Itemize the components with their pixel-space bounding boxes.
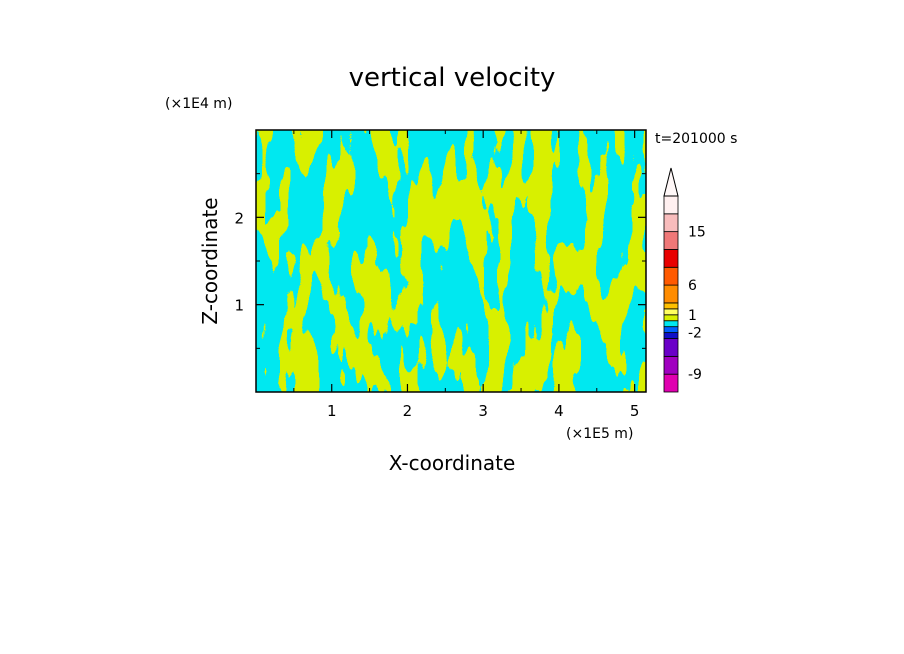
y-axis-label: Z-coordinate [198,197,222,324]
y-tick-label: 1 [234,297,244,315]
colorbar-segment [663,338,679,357]
colorbar-segment [663,332,679,339]
colorbar-label: 6 [688,278,697,294]
x-tick-label: 5 [630,402,640,420]
colorbar-segment [663,302,679,310]
colorbar-segment [663,326,679,334]
x-axis-label: X-coordinate [389,451,516,475]
y-axis: 12 [234,173,646,349]
plot-area [256,130,646,392]
colorbar-label: 15 [688,225,706,241]
colorbar-segment [663,266,679,286]
colorbar-segment [663,284,679,304]
x-tick-label: 3 [478,402,488,420]
colorbar-segment [663,355,679,375]
chart-title: vertical velocity [349,63,556,93]
x-tick-label: 4 [554,402,564,420]
x-axis: 1 2 3 4 5 [293,130,640,420]
colorbar-label: -2 [688,326,702,342]
colorbar-segment [663,213,679,233]
colorbar-segment [663,249,679,268]
field-bands [256,130,646,392]
x-unit-label: (×1E5 m) [566,426,633,442]
colorbar-segment [663,231,679,250]
colorbar-label: 1 [688,308,697,324]
colorbar-segment [663,320,679,328]
colorbar-segment [663,195,679,215]
colorbar: 15 6 1 -2 -9 [663,167,706,393]
x-tick-label: 1 [327,402,337,420]
y-unit-label: (×1E4 m) [165,96,232,112]
colorbar-extension [663,167,679,197]
colorbar-label: -9 [688,367,702,383]
colorbar-segment [663,308,679,316]
colorbar-segment [663,373,679,393]
time-label: t=201000 s [655,131,737,147]
x-tick-label: 2 [403,402,413,420]
y-tick-label: 2 [234,209,244,227]
colorbar-segment [663,314,679,322]
